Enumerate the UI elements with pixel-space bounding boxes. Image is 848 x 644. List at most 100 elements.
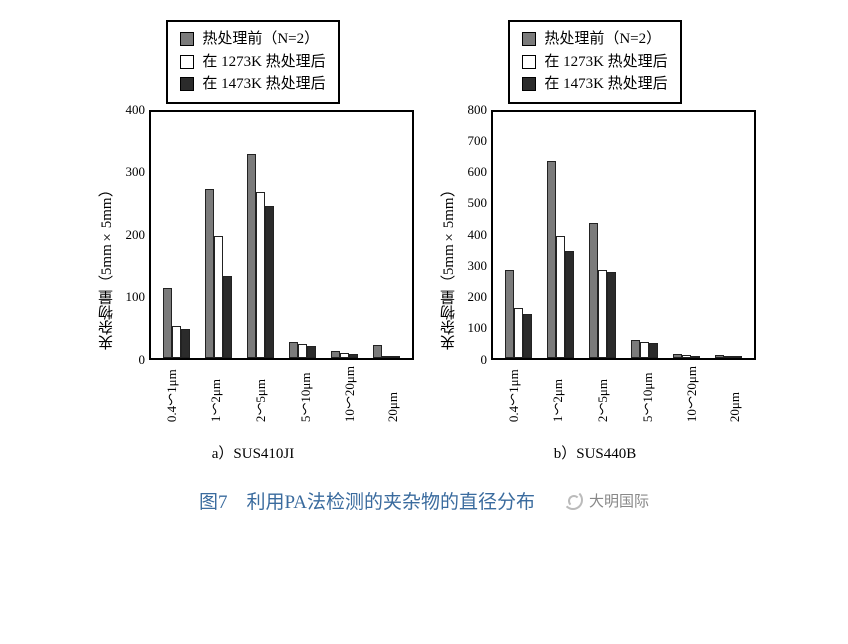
y-tick: 100 [468,320,488,336]
y-tick: 100 [126,289,146,305]
bar [307,346,316,357]
bar [382,356,391,358]
bar-group [366,345,408,358]
x-tick: 20μm [727,366,743,422]
panel-b: 热处理前（N=2） 在 1273K 热处理后 在 1473K 热处理后 夹杂物量… [434,20,756,463]
bar [163,288,172,358]
bar [181,329,190,357]
figure-caption: 图7 利用PA法检测的夹杂物的直径分布 [199,487,535,514]
legend-label: 在 1473K 热处理后 [202,73,325,96]
legend-swatch [522,32,536,46]
swirl-icon [563,490,583,510]
bar [223,276,232,357]
bar-group [708,355,750,358]
plot-a [149,110,414,360]
bar [523,314,532,358]
y-tick: 0 [139,352,146,368]
y-tick: 600 [468,164,488,180]
bar [205,189,214,358]
bar [172,326,181,357]
y-axis-a: 0100200300400 [121,110,149,360]
x-axis-a: 0.4～1μm1～2μm2～5μm5～10μm10～20μm20μm [149,360,414,422]
bar [331,351,340,357]
y-tick: 300 [126,164,146,180]
bar [649,343,658,358]
legend-swatch [522,77,536,91]
chart-area-b: 夹杂物量（5mm×5mm） 0100200300400500600700800 … [434,110,756,422]
legend-a: 热处理前（N=2） 在 1273K 热处理后 在 1473K 热处理后 [166,20,339,104]
bar [265,206,274,358]
bar [607,272,616,358]
bar [565,251,574,357]
legend-item: 在 1273K 热处理后 [180,51,325,74]
bar-group [497,270,539,358]
x-tick: 20μm [385,366,401,422]
y-tick: 700 [468,133,488,149]
legend-item: 在 1473K 热处理后 [522,73,667,96]
plot-b [491,110,756,360]
y-tick: 200 [126,227,146,243]
legend-item: 热处理前（N=2） [522,28,667,51]
bar [691,356,700,358]
bar [589,223,598,357]
panel-a: 热处理前（N=2） 在 1273K 热处理后 在 1473K 热处理后 夹杂物量… [92,20,414,463]
bar [673,354,682,357]
legend-swatch [180,55,194,69]
bar [247,154,256,358]
caption-row: 图7 利用PA法检测的夹杂物的直径分布 大明国际 [30,487,818,514]
bar-group [581,223,623,357]
y-tick: 400 [468,227,488,243]
bar [214,236,223,358]
x-tick: 10～20μm [682,366,701,422]
legend-label: 在 1473K 热处理后 [544,73,667,96]
y-tick: 500 [468,195,488,211]
bar-group [239,154,281,358]
legend-label: 热处理前（N=2） [202,28,319,51]
bar [340,353,349,357]
legend-swatch [522,55,536,69]
legend-label: 在 1273K 热处理后 [202,51,325,74]
legend-item: 在 1273K 热处理后 [522,51,667,74]
bar [391,356,400,358]
x-tick: 2～5μm [593,366,612,422]
legend-b: 热处理前（N=2） 在 1273K 热处理后 在 1473K 热处理后 [508,20,681,104]
y-axis-label: 夹杂物量（5mm×5mm） [92,110,121,422]
chart-area-a: 夹杂物量（5mm×5mm） 0100200300400 0.4～1μm1～2μm… [92,110,414,422]
subcaption-b: b）SUS440B [554,442,637,463]
bar [505,270,514,358]
bar [631,340,640,357]
bar-group [155,288,197,358]
bar [514,308,523,358]
y-tick: 300 [468,258,488,274]
bar-group [624,340,666,357]
x-tick: 5～10μm [638,366,657,422]
legend-swatch [180,77,194,91]
bar [724,356,733,358]
y-tick: 800 [468,102,488,118]
watermark: 大明国际 [563,490,649,511]
legend-item: 在 1473K 热处理后 [180,73,325,96]
y-axis-label: 夹杂物量（5mm×5mm） [434,110,463,422]
bar [640,342,649,358]
y-tick: 0 [481,352,488,368]
bar [373,345,382,358]
watermark-text: 大明国际 [589,490,649,511]
x-axis-b: 0.4～1μm1～2μm2～5μm5～10μm10～20μm20μm [491,360,756,422]
x-tick: 5～10μm [296,366,315,422]
bar [598,270,607,358]
bar [682,355,691,357]
bar [556,236,565,358]
y-tick: 400 [126,102,146,118]
bar [298,344,307,358]
legend-label: 在 1273K 热处理后 [544,51,667,74]
bar [256,192,265,358]
x-tick: 1～2μm [548,366,567,422]
x-tick: 0.4～1μm [162,366,181,422]
y-axis-b: 0100200300400500600700800 [463,110,491,360]
y-tick: 200 [468,289,488,305]
x-tick: 1～2μm [206,366,225,422]
bar-group [539,161,581,358]
bar-group [282,342,324,358]
bar-group [324,351,366,357]
legend-swatch [180,32,194,46]
